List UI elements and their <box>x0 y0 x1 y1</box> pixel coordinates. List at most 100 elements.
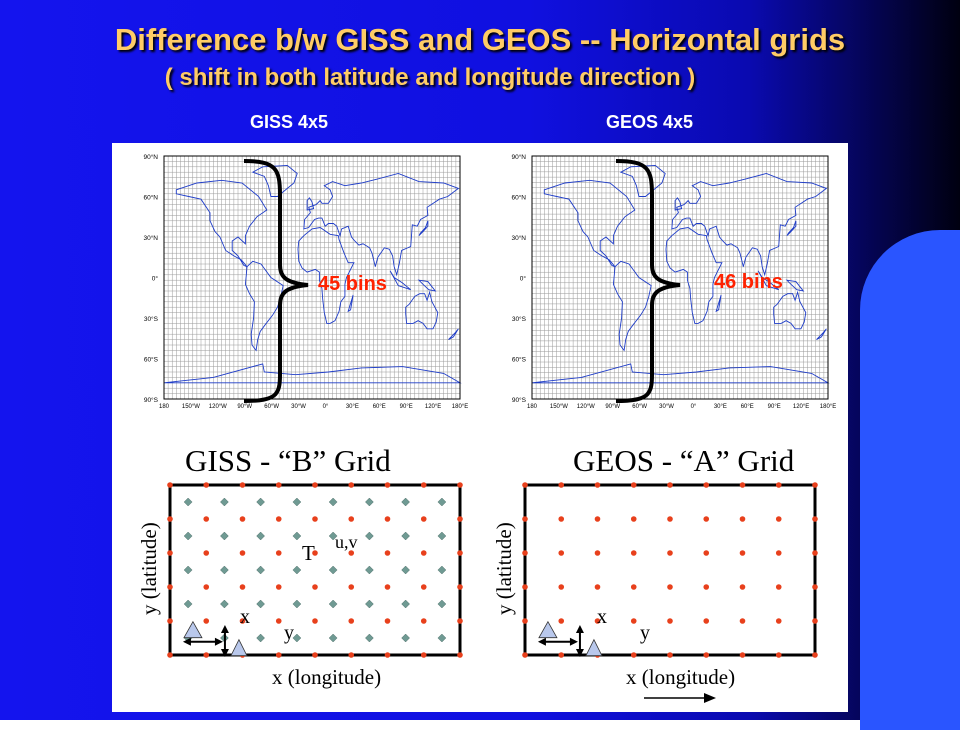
grid-point <box>667 618 673 624</box>
grid-point <box>739 652 746 658</box>
lon-tick-label: 180 <box>527 404 538 410</box>
velocity-point <box>437 633 447 643</box>
uv-point-label: u,v <box>335 532 358 552</box>
grid-point <box>630 652 637 658</box>
lon-tick-label: 120°E <box>425 404 441 410</box>
lat-tick-label: 60°S <box>512 356 527 364</box>
tracer-point <box>420 550 427 556</box>
tracer-point <box>275 550 282 556</box>
lat-tick-label: 90°N <box>511 153 526 161</box>
tracer-point <box>457 550 463 556</box>
velocity-point <box>183 531 193 541</box>
tracer-point <box>420 618 427 624</box>
grid-point <box>558 618 565 624</box>
tracer-point <box>203 618 210 624</box>
velocity-point <box>220 531 229 541</box>
lat-tick-label: 0° <box>152 275 159 283</box>
velocity-point <box>365 633 374 643</box>
grid-point <box>558 516 565 522</box>
grid-point <box>703 550 710 556</box>
lon-tick-label: 30°W <box>291 404 306 410</box>
velocity-point <box>401 633 410 643</box>
grid-point <box>739 550 746 556</box>
grid-point <box>594 550 601 556</box>
grid-point <box>594 516 601 522</box>
lat-tick-label: 60°S <box>144 356 159 364</box>
lon-tick-label: 0° <box>691 404 697 410</box>
dx-arrowhead <box>182 637 191 646</box>
tracer-point <box>420 516 427 522</box>
lon-tick-label: 90°E <box>400 404 413 410</box>
grid-point <box>775 550 782 556</box>
tracer-point <box>384 482 391 488</box>
velocity-point <box>401 497 410 507</box>
velocity-point <box>401 565 410 575</box>
tracer-point <box>312 516 318 522</box>
dx-arrowhead <box>214 637 223 646</box>
tracer-point <box>420 584 427 590</box>
grid-point <box>775 482 782 488</box>
velocity-point <box>183 497 193 507</box>
tracer-point <box>239 482 246 488</box>
grid-point <box>630 618 637 624</box>
velocity-point <box>220 497 229 507</box>
lon-tick-label: 180°E <box>820 404 836 410</box>
tracer-point <box>312 584 318 590</box>
tracer-point <box>312 482 318 488</box>
velocity-point <box>437 565 447 575</box>
grid-point <box>703 584 710 590</box>
lon-tick-label: 60°W <box>632 404 647 410</box>
velocity-point <box>220 599 229 609</box>
grid-point <box>775 516 782 522</box>
tracer-point <box>348 550 355 556</box>
lat-tick-label: 60°N <box>143 194 158 202</box>
tracer-point <box>457 482 463 488</box>
tracer-point <box>203 652 210 658</box>
grid-point <box>775 618 782 624</box>
geos-x-axis-label: x (longitude) <box>626 665 736 689</box>
giss-b-grid-diagram <box>167 482 463 658</box>
giss-y-axis-label: y (latitude) <box>137 522 161 615</box>
tracer-point <box>457 584 463 590</box>
tracer-point <box>312 618 318 624</box>
dx-delta-triangle <box>538 620 558 639</box>
velocity-point <box>328 531 338 541</box>
coastlines <box>163 164 462 384</box>
tracer-point <box>203 482 210 488</box>
grid-point <box>594 584 601 590</box>
velocity-point <box>220 565 229 575</box>
dy-delta-triangle <box>230 638 248 657</box>
grid-point <box>812 550 818 556</box>
velocity-point <box>437 599 447 609</box>
grid-point <box>812 516 818 522</box>
velocity-point <box>437 531 447 541</box>
grid-point <box>667 550 673 556</box>
tracer-point <box>348 652 355 658</box>
tracer-point <box>239 516 246 522</box>
grid-point <box>703 652 710 658</box>
grid-point <box>812 482 818 488</box>
tracer-point <box>384 516 391 522</box>
slide-title: Difference b/w GISS and GEOS -- Horizont… <box>114 22 846 57</box>
giss-dx-label: x <box>240 606 250 628</box>
velocity-point <box>292 599 302 609</box>
velocity-point <box>365 565 374 575</box>
tracer-point <box>384 618 391 624</box>
geos-y-axis-label: y (latitude) <box>492 522 516 615</box>
tracer-point <box>275 618 282 624</box>
velocity-point <box>292 531 302 541</box>
velocity-point <box>365 599 374 609</box>
velocity-point <box>401 531 410 541</box>
velocity-point <box>292 565 302 575</box>
grid-point <box>703 516 710 522</box>
lon-tick-label: 150°W <box>550 404 568 410</box>
velocity-point <box>328 599 338 609</box>
velocity-point <box>292 633 302 643</box>
grid-point <box>667 516 673 522</box>
tracer-point <box>348 618 355 624</box>
lon-tick-label: 180 <box>159 404 170 410</box>
tracer-point <box>275 652 282 658</box>
grid-point <box>630 550 637 556</box>
tracer-point <box>457 618 463 624</box>
